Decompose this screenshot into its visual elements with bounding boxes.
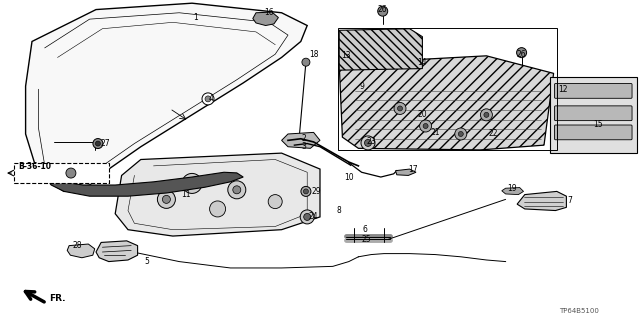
Circle shape [157,190,175,208]
Circle shape [95,141,100,146]
Bar [14,163,109,183]
Text: 25: 25 [361,235,371,244]
FancyBboxPatch shape [554,84,632,98]
Polygon shape [115,153,320,236]
Circle shape [66,168,76,178]
Text: 9: 9 [359,82,364,91]
Text: 21: 21 [431,128,440,137]
Text: 11: 11 [181,190,190,199]
Polygon shape [396,169,416,175]
Circle shape [182,174,202,193]
Text: 22: 22 [488,130,497,138]
Text: 13: 13 [340,51,351,60]
Text: 19: 19 [507,184,517,193]
Circle shape [516,48,527,58]
Text: 23: 23 [366,137,376,146]
Text: 1: 1 [193,13,198,22]
Text: 16: 16 [264,8,274,17]
Polygon shape [282,132,320,148]
Polygon shape [502,188,524,195]
Circle shape [202,93,214,105]
Text: 17: 17 [408,165,418,174]
Text: 18: 18 [309,50,318,59]
Polygon shape [339,56,554,150]
Circle shape [378,6,388,16]
Text: 26: 26 [378,5,388,14]
Text: TP64B5100: TP64B5100 [559,308,599,314]
Text: 2: 2 [301,134,307,143]
Circle shape [484,112,489,117]
Polygon shape [517,191,566,211]
Circle shape [365,139,371,146]
FancyBboxPatch shape [554,106,632,121]
Text: 14: 14 [417,58,428,67]
Text: 3: 3 [301,142,307,151]
Text: 28: 28 [72,241,81,250]
Text: 27: 27 [100,139,111,148]
Circle shape [302,58,310,66]
Text: 15: 15 [593,120,604,129]
Polygon shape [96,241,138,262]
Text: 8: 8 [337,206,342,215]
Circle shape [423,123,428,129]
Circle shape [481,109,492,121]
Circle shape [93,138,103,149]
Text: 29: 29 [312,187,322,196]
Polygon shape [339,29,422,70]
FancyBboxPatch shape [554,125,632,140]
Text: 20: 20 [417,110,428,119]
Text: B-36-10: B-36-10 [18,161,51,171]
Text: 6: 6 [362,225,367,234]
Text: 26: 26 [516,50,527,59]
Circle shape [301,186,311,197]
Circle shape [361,136,375,150]
Circle shape [303,189,308,194]
Polygon shape [67,244,95,258]
Text: 7: 7 [567,197,572,205]
Circle shape [458,131,463,137]
Text: 10: 10 [344,173,354,182]
Polygon shape [45,172,243,196]
Circle shape [210,201,226,217]
Circle shape [205,96,211,102]
Text: 5: 5 [145,257,150,266]
Text: 12: 12 [559,85,568,94]
Polygon shape [26,3,307,191]
Circle shape [233,186,241,194]
Circle shape [187,178,197,189]
Circle shape [304,213,310,220]
Circle shape [394,102,406,115]
Circle shape [397,106,403,111]
Text: FR.: FR. [50,294,66,303]
Circle shape [268,195,282,209]
Circle shape [420,120,431,132]
Text: 4: 4 [209,94,214,103]
Polygon shape [550,77,637,153]
Polygon shape [253,12,278,26]
Circle shape [163,195,170,204]
Circle shape [300,210,314,224]
Circle shape [455,128,467,140]
Text: 24: 24 [308,212,319,221]
Circle shape [228,181,246,199]
